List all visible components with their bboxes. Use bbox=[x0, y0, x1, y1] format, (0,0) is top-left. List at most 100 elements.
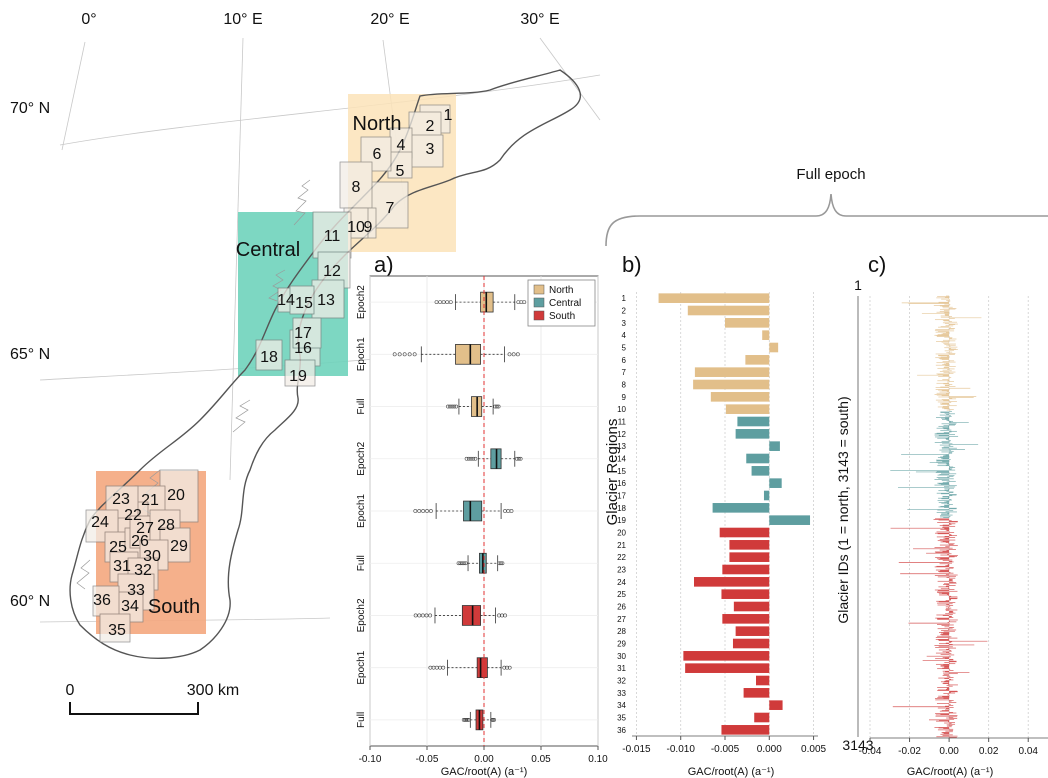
subregion-label-27: 27 bbox=[136, 520, 154, 537]
panel-c-x-axis-label: GAC/root(A) (a⁻¹) bbox=[907, 766, 993, 778]
panel-a-row-label: Epoch1 bbox=[356, 650, 367, 684]
lat-label-70: 70° N bbox=[10, 100, 50, 117]
box-outlier bbox=[424, 613, 429, 618]
lat-label-60: 60° N bbox=[10, 593, 50, 610]
box-outlier bbox=[491, 717, 495, 722]
legend-swatch-central bbox=[533, 297, 545, 308]
region-bar bbox=[694, 577, 770, 587]
box-outlier bbox=[502, 665, 507, 670]
subregion-label-24: 24 bbox=[91, 514, 109, 531]
region-bar bbox=[746, 453, 770, 464]
region-bar bbox=[763, 490, 770, 501]
panel-b-x-tick-label: -0.005 bbox=[711, 744, 740, 755]
subregion-label-15: 15 bbox=[295, 295, 313, 312]
panel-b-category-label: 18 bbox=[617, 504, 626, 513]
box-outlier bbox=[458, 561, 463, 566]
panel-b-category-label: 26 bbox=[617, 603, 626, 612]
box-outlier bbox=[466, 717, 471, 722]
panel-b-tag: b) bbox=[622, 252, 642, 277]
panel-a-row-label: Full bbox=[356, 555, 367, 571]
panel-a-legend: North Central South bbox=[527, 279, 596, 327]
panel-a-row-labels: Epoch2 Epoch1 Full Epoch2 Epoch1 Full Epoch2 Ep… bbox=[356, 285, 367, 728]
region-bar bbox=[729, 552, 770, 562]
region-bar bbox=[722, 564, 770, 575]
panel-b-category-label: 35 bbox=[617, 714, 626, 723]
region-bar bbox=[694, 367, 770, 377]
subregion-label-22: 22 bbox=[124, 507, 142, 524]
subregion-label-2: 2 bbox=[426, 118, 435, 135]
panel-b-category-label: 20 bbox=[617, 529, 626, 538]
panel-b-category-label: 8 bbox=[622, 381, 627, 390]
box-body bbox=[476, 657, 488, 678]
subregion-label-4: 4 bbox=[397, 137, 406, 154]
subregion-label-21: 21 bbox=[141, 492, 159, 509]
panel-b-grid bbox=[636, 292, 814, 736]
panel-a-row-label: Full bbox=[356, 712, 367, 728]
panel-b-category-label: 33 bbox=[617, 689, 626, 698]
panel-b-x-tick-label: 0.000 bbox=[757, 744, 782, 755]
box-body bbox=[455, 344, 481, 365]
region-bar bbox=[712, 503, 770, 513]
box-outlier bbox=[466, 456, 471, 461]
box-outlier bbox=[448, 404, 452, 409]
panel-b-y-axis-label: Glacier Regions bbox=[604, 419, 621, 526]
panel-b-category-label: 29 bbox=[617, 640, 626, 649]
panel-b-x-tick-label: 0.005 bbox=[801, 744, 826, 755]
region-bar bbox=[721, 725, 770, 735]
panel-b-category-labels: 1234567891011121314151617181920212223242… bbox=[617, 294, 626, 735]
box-outlier bbox=[417, 509, 422, 513]
panel-c-x-ticks: -0.04 -0.02 0.00 0.02 0.04 bbox=[859, 737, 1048, 757]
panel-b-category-label: 9 bbox=[622, 393, 627, 402]
region-bar bbox=[769, 700, 783, 710]
panel-a-row-label: Epoch2 bbox=[356, 441, 367, 475]
panel-b-category-label: 31 bbox=[617, 664, 626, 673]
box-outlier bbox=[465, 717, 470, 722]
lat-label-65: 65° N bbox=[10, 346, 50, 363]
subregion-label-23: 23 bbox=[112, 491, 130, 508]
box-outlier bbox=[511, 352, 516, 357]
region-bar bbox=[769, 441, 780, 451]
box-outlier bbox=[456, 561, 461, 566]
box-outlier bbox=[461, 561, 466, 566]
box-outlier bbox=[463, 561, 468, 566]
box-outlier bbox=[450, 404, 454, 409]
panel-b-category-label: 2 bbox=[622, 307, 627, 316]
panel-b-x-ticks: -0.015 -0.010 -0.005 0.000 0.005 bbox=[622, 735, 827, 755]
subregion-label-9: 9 bbox=[364, 219, 373, 236]
panel-b-category-label: 19 bbox=[617, 516, 626, 525]
region-bar bbox=[729, 540, 770, 550]
panel-b-x-axis-label: GAC/root(A) (a⁻¹) bbox=[688, 766, 774, 778]
panel-a-x-tick-label: -0.05 bbox=[416, 754, 439, 765]
region-bar bbox=[725, 404, 770, 414]
subregion-label-8: 8 bbox=[352, 179, 361, 196]
box-outlier bbox=[429, 509, 433, 513]
region-bar bbox=[722, 614, 770, 624]
panel-c-id-first: 1 bbox=[854, 277, 862, 293]
panel-a-x-tick-label: -0.10 bbox=[359, 754, 382, 765]
box-outlier bbox=[464, 456, 469, 461]
panel-b-category-label: 22 bbox=[617, 553, 626, 562]
brace-label: Full epoch bbox=[796, 166, 865, 183]
subregion-label-20: 20 bbox=[167, 487, 185, 504]
panel-b-category-label: 25 bbox=[617, 590, 626, 599]
subregion-label-18: 18 bbox=[260, 349, 278, 366]
panel-b-category-label: 10 bbox=[617, 405, 626, 414]
panel-a-row-label: Epoch2 bbox=[356, 598, 367, 632]
box-outlier bbox=[441, 300, 446, 305]
region-bar bbox=[693, 379, 770, 390]
subregion-label-17: 17 bbox=[294, 325, 312, 342]
region-bar bbox=[721, 589, 770, 599]
subregion-label-36: 36 bbox=[93, 592, 111, 609]
box-outlier bbox=[412, 352, 417, 357]
region-bar bbox=[683, 651, 770, 661]
panel-b-x-tick-label: -0.010 bbox=[667, 744, 696, 755]
panel-b-category-label: 15 bbox=[617, 467, 626, 476]
legend-swatch-north bbox=[533, 284, 545, 295]
box-outlier bbox=[507, 352, 512, 357]
lon-label-10: 10° E bbox=[223, 11, 262, 28]
box-body bbox=[461, 605, 481, 626]
scale-label-start: 0 bbox=[66, 682, 75, 699]
legend-label-central: Central bbox=[549, 298, 581, 309]
panel-b-category-label: 6 bbox=[622, 356, 627, 365]
